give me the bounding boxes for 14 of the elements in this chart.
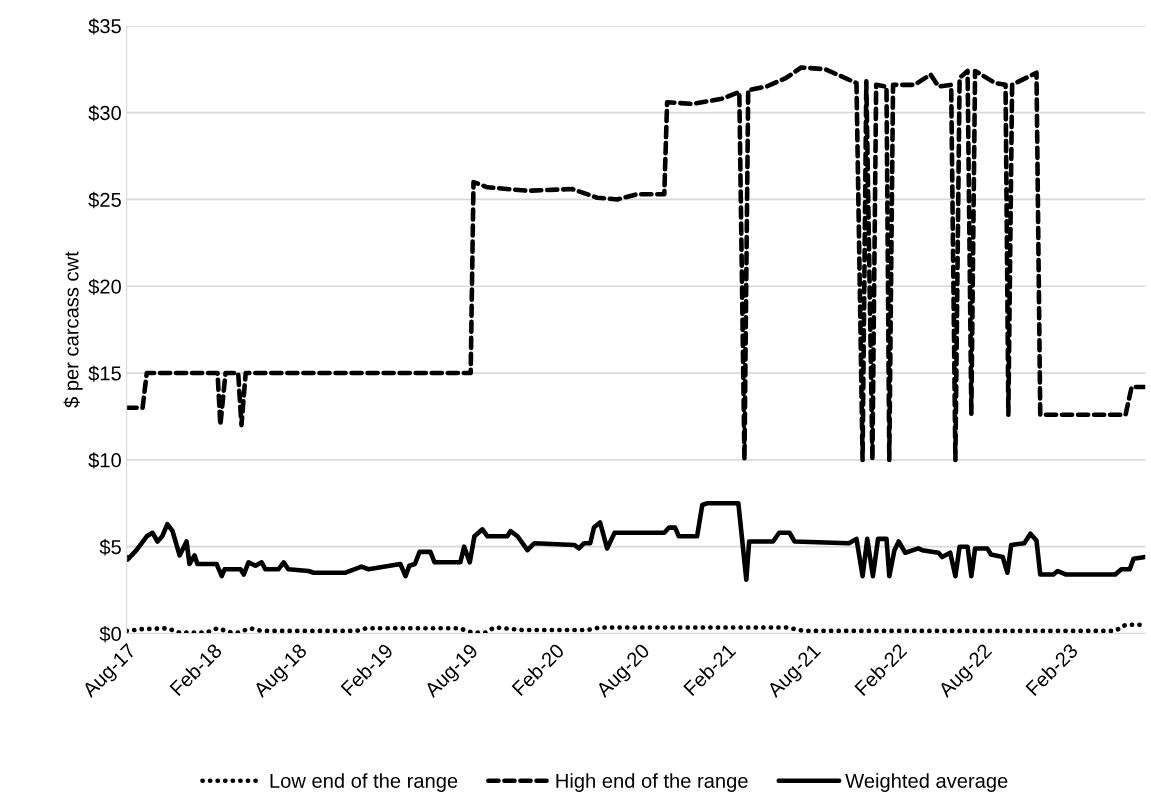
line-series	[126, 500, 1146, 582]
y-tick-label: $10	[88, 452, 121, 469]
y-tick-label: $20	[88, 278, 121, 295]
y-tick-label: $25	[88, 191, 121, 209]
y-tick-label: $5	[99, 539, 121, 556]
legend-label: Weighted average	[845, 773, 1008, 792]
y-tick-label: $15	[88, 365, 121, 382]
legend-label: High end of the range	[556, 773, 748, 792]
line-series	[126, 65, 1146, 463]
y-tick-label: $0	[99, 625, 121, 643]
legend-label: Low end of the range	[270, 773, 458, 792]
y-tick-label: $30	[88, 105, 121, 122]
y-tick-label: $35	[88, 18, 121, 35]
y-axis-title: $ per carcass cwt	[63, 251, 83, 408]
